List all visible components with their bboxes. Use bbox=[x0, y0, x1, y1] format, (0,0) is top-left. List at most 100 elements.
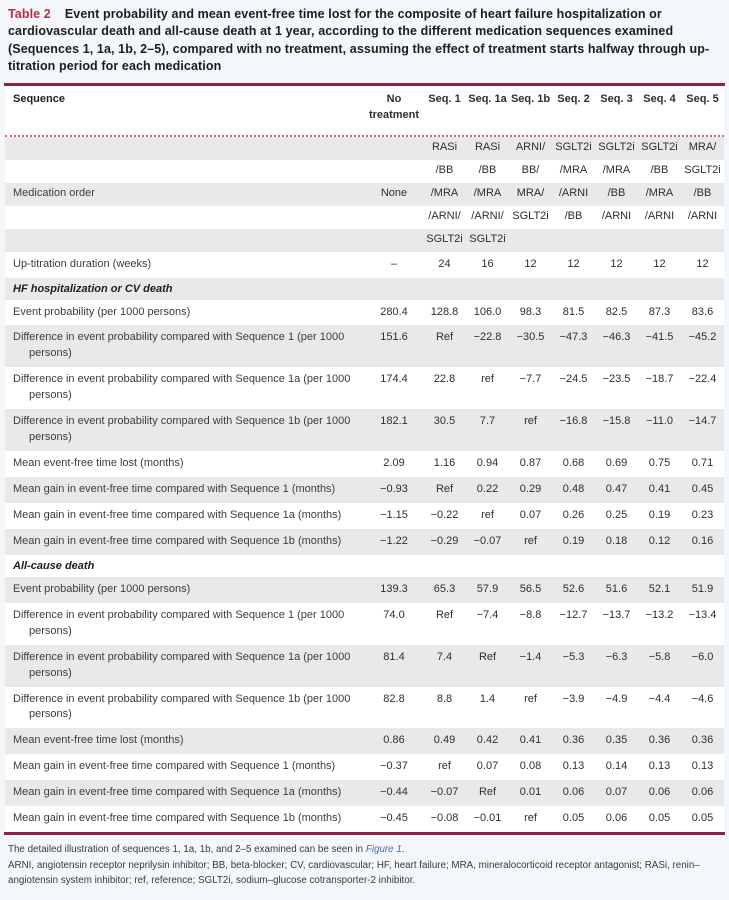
section-2-row-1-col-1: 65.3 bbox=[433, 582, 456, 595]
medication-order-label bbox=[5, 160, 365, 167]
section-2-row-5-col-0: 0.86 bbox=[383, 734, 405, 747]
section-1-row-1-col-4: 81.5 bbox=[562, 305, 585, 318]
section-2-row-3-col-5: −6.3 bbox=[605, 650, 628, 663]
table-row: Mean gain in event-free time compared wi… bbox=[5, 780, 724, 807]
medication-order-line-4-col-5: /ARNI bbox=[601, 210, 632, 223]
table-row: Difference in event probability compared… bbox=[5, 409, 724, 452]
section-2-row-7-col-1: −0.07 bbox=[430, 786, 459, 799]
medication-order-line-5-col-0 bbox=[365, 229, 423, 236]
row-label: Mean gain in event-free time compared wi… bbox=[13, 534, 342, 547]
header-col-2: Seq. 1a bbox=[468, 93, 507, 105]
medication-order-line-3-col-5: /BB bbox=[607, 187, 626, 200]
figure-1-link[interactable]: Figure 1 bbox=[365, 844, 402, 856]
section-1-row-7-col-2: ref bbox=[481, 508, 494, 521]
section-2-row-2-col-5: −13.7 bbox=[602, 608, 631, 621]
section-1-row-4-col-7: −14.7 bbox=[688, 415, 717, 428]
medication-order-line-2-col-6: /BB bbox=[650, 164, 669, 177]
section-2-row-7-col-2: Ref bbox=[478, 786, 497, 799]
section-2-row-6-col-2: 0.07 bbox=[476, 760, 499, 773]
table-row: Mean event-free time lost (months) 2.09 1.… bbox=[5, 451, 724, 477]
section-header-2: All-cause death bbox=[5, 554, 724, 577]
data-table: Sequence No treatment Seq. 1 Seq. 1a Seq. 1b… bbox=[0, 86, 729, 833]
section-2-row-2-col-2: −7.4 bbox=[476, 608, 499, 621]
top-rule bbox=[4, 83, 725, 86]
section-1-row-1-col-3: 98.3 bbox=[519, 305, 542, 318]
row-label: Mean event-free time lost (months) bbox=[13, 734, 184, 747]
section-1-row-6-col-5: 0.47 bbox=[605, 483, 628, 495]
up-titration-col-7: 12 bbox=[696, 257, 709, 270]
section-1-row-3-col-2: ref bbox=[481, 373, 494, 386]
section-1-row-2-col-2: −22.8 bbox=[473, 331, 502, 344]
header-col-4: Seq. 2 bbox=[557, 93, 590, 105]
section-1-row-6-col-6: 0.41 bbox=[648, 483, 671, 495]
section-2-row-8-col-3: ref bbox=[524, 812, 537, 825]
row-label: Event probability (per 1000 persons) bbox=[13, 582, 191, 595]
section-1-row-4-col-6: −11.0 bbox=[645, 415, 674, 428]
section-1-row-4-col-3: ref bbox=[524, 415, 537, 428]
section-2-row-7-col-7: 0.06 bbox=[691, 786, 714, 799]
section-2-row-6-col-7: 0.13 bbox=[691, 760, 714, 773]
section-2-row-6-col-0: −0.37 bbox=[380, 760, 408, 773]
section-1-row-8-col-4: 0.19 bbox=[562, 534, 585, 547]
section-1-row-1-col-5: 82.5 bbox=[605, 305, 628, 318]
medication-order-line-2-col-2: /BB bbox=[478, 164, 497, 177]
medication-order-line-5-col-3 bbox=[509, 229, 552, 236]
section-2-row-7-col-4: 0.06 bbox=[562, 786, 585, 799]
section-1-row-3-col-6: −18.7 bbox=[645, 373, 674, 386]
row-label: Difference in event probability compared… bbox=[13, 608, 345, 637]
section-1-row-3-col-3: −7.7 bbox=[519, 373, 542, 386]
medication-order-line-1-col-4: SGLT2i bbox=[555, 141, 592, 154]
section-2-row-2-col-0: 74.0 bbox=[383, 608, 405, 621]
table-row: Mean event-free time lost (months) 0.86 0.… bbox=[5, 728, 724, 755]
header-sequence-label: Sequence bbox=[13, 93, 65, 105]
section-1-row-2-col-1: Ref bbox=[435, 331, 454, 344]
row-label: Mean gain in event-free time compared wi… bbox=[13, 812, 342, 825]
medication-order-label bbox=[5, 206, 365, 213]
section-2-row-6-col-5: 0.14 bbox=[605, 760, 628, 773]
section-1-row-7-col-3: 0.07 bbox=[519, 508, 542, 521]
section-2-row-7-col-0: −0.44 bbox=[380, 786, 408, 799]
table-body: RASi RASi ARNI/SGLT2i SGLT2i SGLT2i MRA/ /BB/B… bbox=[5, 136, 724, 833]
section-2-row-6-col-6: 0.13 bbox=[648, 760, 671, 773]
row-label: Mean gain in event-free time compared wi… bbox=[13, 786, 342, 799]
medication-order-line-4-col-2: /ARNI/ bbox=[471, 210, 504, 223]
section-1-row-1-col-7: 83.6 bbox=[691, 305, 714, 318]
section-2-row-3-col-0: 81.4 bbox=[383, 650, 405, 663]
medication-order-label bbox=[5, 137, 365, 144]
up-titration-col-2: 16 bbox=[481, 257, 494, 270]
medication-order-line-2: /BB/BB BB/ /MRA/MRA/BB SGLT2i bbox=[5, 159, 724, 183]
section-2-row-6-col-4: 0.13 bbox=[562, 760, 585, 773]
dotted-separator bbox=[5, 128, 724, 137]
up-titration-col-0: – bbox=[390, 257, 398, 270]
up-titration-col-5: 12 bbox=[610, 257, 623, 270]
section-1-row-8-col-6: 0.12 bbox=[648, 534, 671, 547]
section-2-row-2-col-1: Ref bbox=[435, 608, 454, 621]
medication-order-line-2-col-3: BB/ bbox=[521, 164, 540, 177]
row-label: Difference in event probability compared… bbox=[13, 331, 345, 360]
section-1-row-2-col-7: −45.2 bbox=[688, 331, 717, 344]
table-row: Difference in event probability compared… bbox=[5, 602, 724, 645]
header-col-5: Seq. 3 bbox=[600, 93, 633, 105]
row-label: Difference in event probability compared… bbox=[13, 650, 351, 679]
section-1-row-6-col-4: 0.48 bbox=[562, 483, 585, 495]
row-label: Mean gain in event-free time compared wi… bbox=[13, 483, 336, 495]
section-2-row-1-col-7: 51.9 bbox=[691, 582, 714, 595]
section-2-row-1-col-2: 57.9 bbox=[476, 582, 499, 595]
medication-order-line-4-col-0 bbox=[365, 206, 423, 213]
row-label: Difference in event probability compared… bbox=[13, 373, 351, 402]
section-1-row-8-col-7: 0.16 bbox=[691, 534, 714, 547]
table-row: Event probability (per 1000 persons) 280.… bbox=[5, 299, 724, 326]
section-1-row-5-col-6: 0.75 bbox=[648, 457, 671, 470]
medication-order-line-5: SGLT2i SGLT2i bbox=[5, 228, 724, 252]
section-1-row-7-col-4: 0.26 bbox=[562, 508, 585, 521]
section-1-row-8-col-2: −0.07 bbox=[473, 534, 502, 547]
row-up-titration: Up-titration duration (weeks) – 24 16 12 12 12… bbox=[5, 251, 724, 278]
section-2-row-3-col-4: −5.3 bbox=[562, 650, 585, 663]
section-2-row-2-col-4: −12.7 bbox=[559, 608, 588, 621]
medication-order-line-4: /ARNI/ /ARNI/SGLT2i/BB/ARNI/ARNI/ARNI bbox=[5, 205, 724, 229]
section-1-row-7-col-0: −1.15 bbox=[380, 508, 408, 521]
medication-order-line-5-col-6 bbox=[638, 229, 681, 236]
medication-order-line-1-col-3: ARNI/ bbox=[515, 141, 546, 154]
medication-order-line-5-col-1: SGLT2i bbox=[426, 233, 463, 246]
